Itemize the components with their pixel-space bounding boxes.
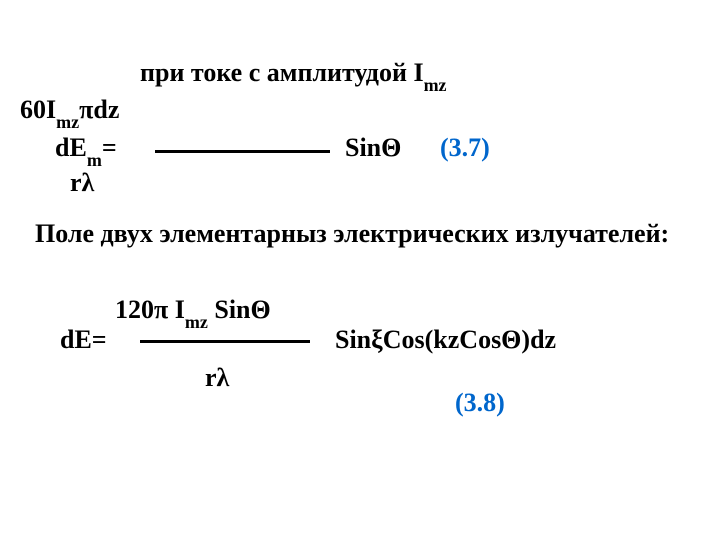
heading-two-radiators: Поле двух элементарныз электрических изл…	[35, 218, 670, 251]
eq2-num-b: SinΘ	[208, 295, 271, 324]
eq1-num-sub: mz	[56, 112, 79, 132]
eq1-denominator: rλ	[70, 168, 94, 198]
eq1-lhs: dEm=	[55, 133, 117, 167]
heading-current-amplitude: при токе с амплитудой Imz	[140, 58, 447, 92]
eq2-numerator: 120π Imz SinΘ	[115, 295, 271, 329]
eq2-num-sub: mz	[185, 312, 208, 332]
heading1-text: при токе с амплитудой I	[140, 58, 424, 87]
eq2-number: (3.8)	[455, 388, 505, 418]
eq2-num-a: 120π I	[115, 295, 185, 324]
heading1-sub: mz	[424, 75, 447, 95]
eq2-lhs: dE=	[60, 325, 107, 355]
eq1-num-b: πdz	[79, 95, 119, 124]
eq1-rhs: SinΘ	[345, 133, 401, 163]
eq1-fraction-bar	[155, 150, 330, 153]
eq1-lhs-eq: =	[102, 133, 117, 162]
eq1-num-a: 60I	[20, 95, 56, 124]
eq2-denominator: rλ	[205, 363, 229, 393]
eq2-rhs: SinξCos(kzCosΘ)dz	[335, 325, 556, 355]
eq1-numerator: 60Imzπdz	[20, 95, 119, 129]
eq1-lhs-a: dE	[55, 133, 87, 162]
eq1-number: (3.7)	[440, 133, 490, 163]
eq2-fraction-bar	[140, 340, 310, 343]
